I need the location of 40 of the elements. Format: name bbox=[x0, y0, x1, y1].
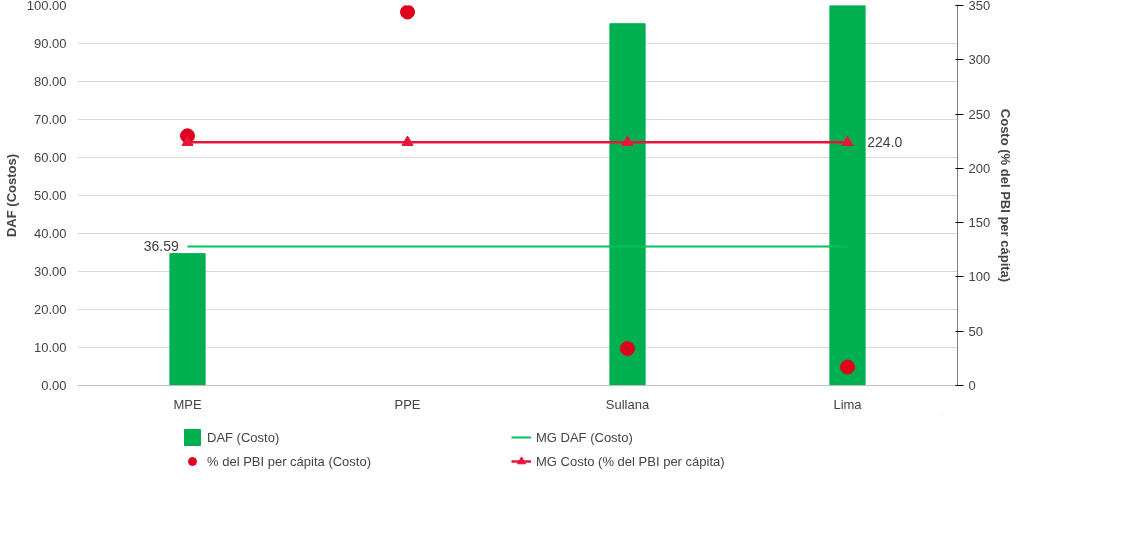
bar bbox=[609, 23, 646, 386]
y-axis-title: DAF (Costos) bbox=[3, 153, 19, 238]
y-tick-label: 40.00 bbox=[33, 226, 67, 241]
bar bbox=[829, 5, 866, 386]
x-tick-label: Lima bbox=[833, 396, 863, 412]
point bbox=[621, 135, 634, 146]
y-tick-label: 0.00 bbox=[41, 378, 67, 393]
bar bbox=[169, 253, 206, 386]
y2-tick-label: 0 bbox=[968, 378, 976, 393]
y-tick-label: 100.00 bbox=[26, 0, 67, 13]
y2-axis-title: Costo (% del PBI per cápita) bbox=[998, 108, 1014, 283]
x-tick-label: MPE bbox=[173, 396, 202, 412]
legend-label: % del PBI per cápita (Costo) bbox=[207, 453, 373, 469]
y-tick-label: 20.00 bbox=[33, 302, 67, 317]
legend-label: MG Costo (% del PBI per cápita) bbox=[536, 453, 726, 469]
point bbox=[181, 135, 194, 146]
point bbox=[401, 135, 414, 146]
y-tick-label: 30.00 bbox=[33, 264, 67, 279]
y-tick-label: 50.00 bbox=[33, 188, 67, 203]
data-label: 36.59 bbox=[143, 238, 179, 255]
data-label: 224.0 bbox=[867, 134, 903, 151]
y2-tick-label: 350 bbox=[968, 0, 991, 13]
point bbox=[841, 135, 854, 146]
point bbox=[840, 359, 855, 375]
y2-tick-label: 250 bbox=[968, 106, 991, 122]
x-tick-label: PPE bbox=[394, 396, 421, 412]
y-tick-label: 70.00 bbox=[33, 112, 67, 127]
y-tick-label: 90.00 bbox=[33, 36, 67, 51]
x-tick-label: Sullana bbox=[605, 396, 650, 412]
y2-tick-label: 300 bbox=[968, 52, 991, 68]
legend-label: MG DAF (Costo) bbox=[536, 429, 634, 445]
legend-label: DAF (Costo) bbox=[207, 429, 281, 445]
y-tick-label: 60.00 bbox=[33, 150, 67, 165]
y2-tick-label: 100 bbox=[968, 269, 991, 285]
y2-tick-label: 50 bbox=[968, 323, 983, 339]
point bbox=[620, 341, 635, 357]
y-tick-label: 10.00 bbox=[33, 340, 67, 355]
y-tick-label: 80.00 bbox=[33, 74, 67, 89]
y2-tick-label: 200 bbox=[968, 160, 991, 176]
y2-tick-label: 150 bbox=[968, 215, 991, 231]
